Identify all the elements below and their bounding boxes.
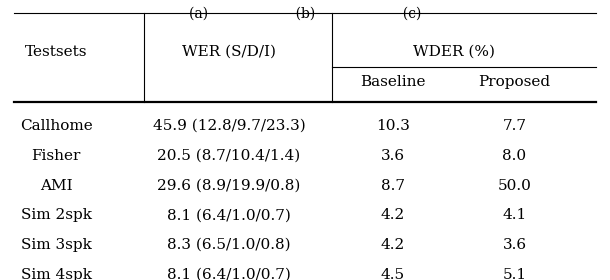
Text: 8.7: 8.7 [381,179,405,193]
Text: 4.1: 4.1 [503,208,526,222]
Text: 8.3 (6.5/1.0/0.8): 8.3 (6.5/1.0/0.8) [167,238,291,252]
Text: WER (S/D/I): WER (S/D/I) [182,45,276,59]
Text: Testsets: Testsets [25,45,87,59]
Text: 8.1 (6.4/1.0/0.7): 8.1 (6.4/1.0/0.7) [167,268,291,280]
Text: 5.1: 5.1 [503,268,526,280]
Text: AMI: AMI [40,179,73,193]
Text: 29.6 (8.9/19.9/0.8): 29.6 (8.9/19.9/0.8) [157,179,301,193]
Text: Callhome: Callhome [20,119,92,133]
Text: Sim 4spk: Sim 4spk [21,268,92,280]
Text: 3.6: 3.6 [503,238,526,252]
Text: (a)                    (b)                    (c): (a) (b) (c) [189,6,421,20]
Text: Fisher: Fisher [31,149,81,163]
Text: 8.0: 8.0 [503,149,526,163]
Text: Baseline: Baseline [361,75,426,89]
Text: 10.3: 10.3 [376,119,410,133]
Text: 20.5 (8.7/10.4/1.4): 20.5 (8.7/10.4/1.4) [157,149,301,163]
Text: Sim 3spk: Sim 3spk [21,238,92,252]
Text: 4.2: 4.2 [381,208,405,222]
Text: 45.9 (12.8/9.7/23.3): 45.9 (12.8/9.7/23.3) [152,119,306,133]
Text: 4.2: 4.2 [381,238,405,252]
Text: Sim 2spk: Sim 2spk [21,208,92,222]
Text: WDER (%): WDER (%) [413,45,495,59]
Text: 3.6: 3.6 [381,149,405,163]
Text: 8.1 (6.4/1.0/0.7): 8.1 (6.4/1.0/0.7) [167,208,291,222]
Text: 7.7: 7.7 [503,119,526,133]
Text: 50.0: 50.0 [498,179,531,193]
Text: Proposed: Proposed [478,75,551,89]
Text: 4.5: 4.5 [381,268,405,280]
